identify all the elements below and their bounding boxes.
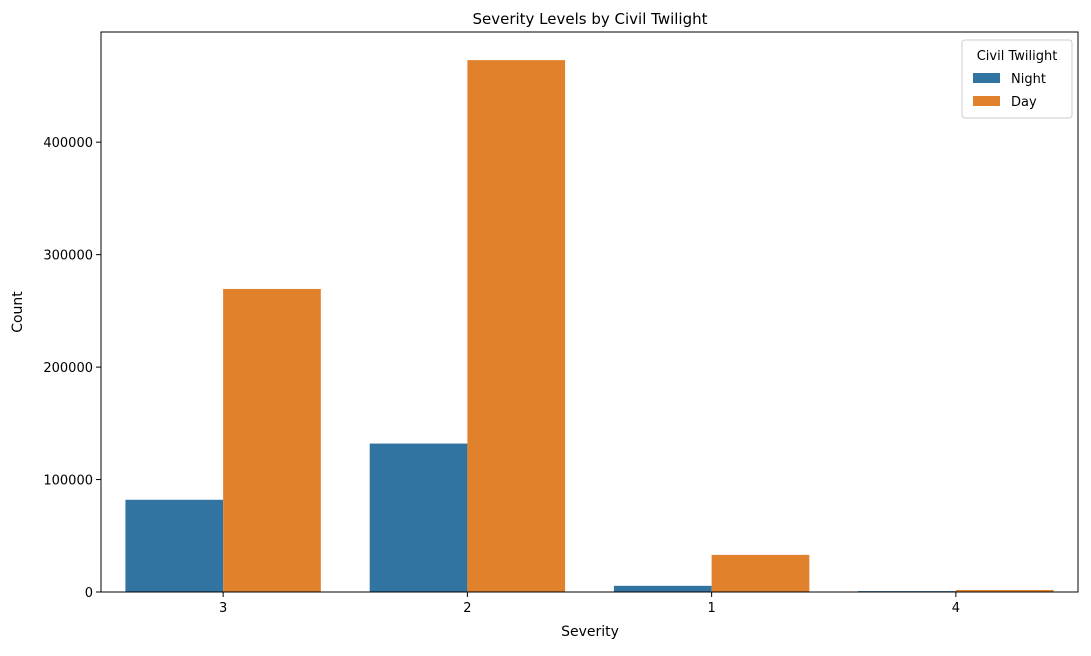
x-tick-label: 1	[707, 601, 715, 616]
legend-swatch-night	[973, 73, 1000, 83]
x-axis-ticks: 3 2 1 4	[219, 592, 960, 616]
y-axis-ticks: 0 100000 200000 300000 400000	[43, 136, 101, 601]
legend-label-day: Day	[1011, 95, 1037, 110]
legend-swatch-day	[973, 96, 1000, 106]
y-tick-label: 400000	[43, 136, 93, 151]
x-axis-label: Severity	[561, 624, 619, 640]
bar-day-severity-4	[955, 589, 1054, 592]
bar-night-severity-3	[125, 499, 224, 592]
x-tick-label: 3	[219, 601, 227, 616]
bar-day-severity-3	[223, 288, 321, 592]
x-tick-label: 2	[463, 601, 471, 616]
bar-day-severity-2	[467, 60, 566, 593]
legend-title: Civil Twilight	[977, 49, 1058, 64]
legend: Civil Twilight Night Day	[961, 39, 1073, 119]
bar-day-severity-1	[711, 554, 810, 592]
bar-night-severity-2	[369, 443, 468, 592]
x-tick-label: 4	[952, 601, 960, 616]
y-tick-label: 0	[85, 586, 93, 601]
y-tick-label: 200000	[43, 361, 93, 376]
legend-label-night: Night	[1011, 72, 1046, 87]
y-tick-label: 300000	[43, 249, 93, 264]
bars-layer	[125, 60, 1054, 593]
y-axis-label: Count	[10, 291, 26, 333]
y-tick-label: 100000	[43, 474, 93, 489]
plot-frame	[100, 31, 1079, 593]
bar-night-severity-1	[613, 585, 712, 592]
chart-title: Severity Levels by Civil Twilight	[472, 10, 707, 28]
